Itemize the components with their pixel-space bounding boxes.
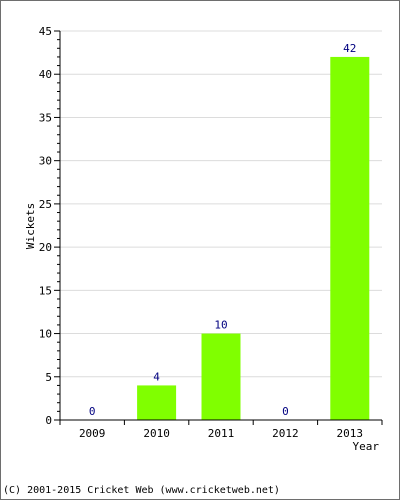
- data-label-2011: 10: [214, 319, 227, 332]
- x-tick-label: 2012: [272, 427, 299, 440]
- data-labels: 0 4 10 0 42: [89, 42, 357, 418]
- x-tick-label: 2010: [143, 427, 170, 440]
- data-label-2010: 4: [153, 370, 160, 383]
- x-ticks: 2009 2010 2011 2012 2013: [59, 420, 383, 440]
- copyright-footer: (C) 2001-2015 Cricket Web (www.cricketwe…: [3, 485, 280, 496]
- x-axis-label: Year: [353, 440, 380, 453]
- grid-lines: [60, 30, 382, 378]
- bars: [137, 56, 370, 420]
- y-tick-label: 5: [45, 371, 52, 384]
- y-ticks: 0 5 10 15 20 25 30 35 40 45: [39, 25, 60, 427]
- data-label-2009: 0: [89, 405, 96, 418]
- y-tick-label: 45: [39, 25, 52, 38]
- y-tick-label: 20: [39, 241, 52, 254]
- y-tick-label: 40: [39, 68, 52, 81]
- y-tick-label: 10: [39, 328, 52, 341]
- x-tick-label: 2011: [208, 427, 235, 440]
- data-label-2013: 42: [343, 42, 356, 55]
- bar-2010: [137, 385, 177, 420]
- x-tick-label: 2009: [79, 427, 106, 440]
- y-tick-label: 15: [39, 284, 52, 297]
- axes: [59, 31, 382, 421]
- bar-2013: [330, 56, 370, 420]
- x-tick-label: 2013: [337, 427, 364, 440]
- y-tick-label: 30: [39, 155, 52, 168]
- bar-2011: [201, 333, 241, 420]
- y-tick-label: 25: [39, 198, 52, 211]
- y-tick-label: 0: [45, 414, 52, 427]
- y-tick-label: 35: [39, 111, 52, 124]
- data-label-2012: 0: [282, 405, 289, 418]
- y-axis-label: Wickets: [24, 203, 37, 249]
